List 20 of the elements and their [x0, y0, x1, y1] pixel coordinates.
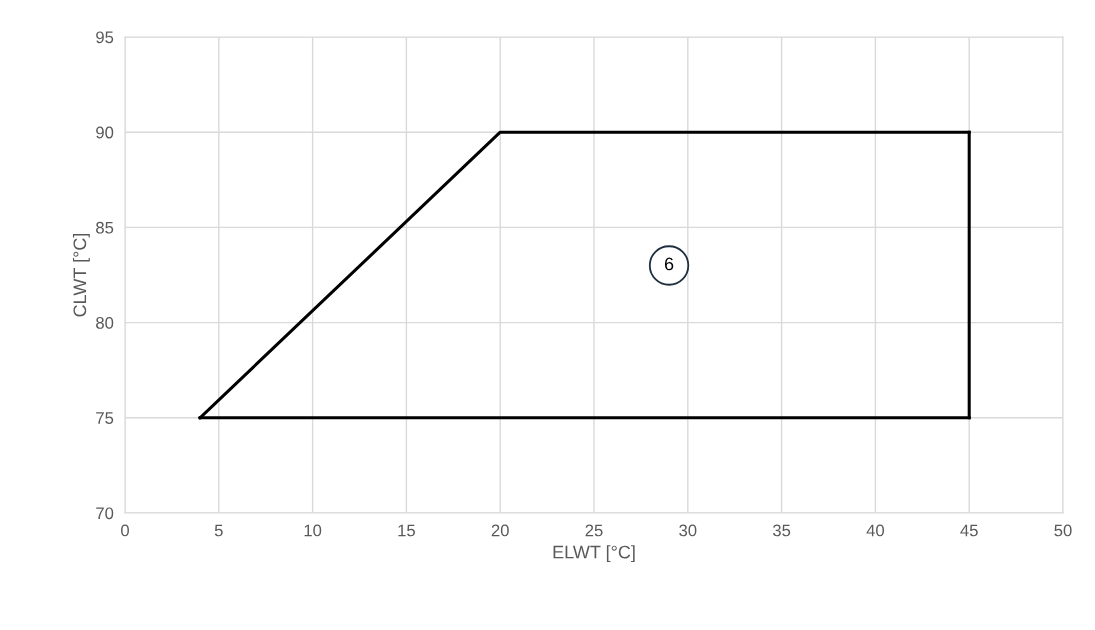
x-tick-label: 30 — [679, 524, 697, 537]
y-tick-label: 90 — [96, 126, 114, 139]
x-tick-label: 35 — [772, 524, 791, 537]
y-tick-label: 80 — [96, 317, 114, 329]
y-tick-label: 75 — [96, 412, 114, 424]
y-tick-label: 95 — [96, 31, 114, 44]
y-tick-label: 85 — [96, 221, 114, 234]
y-tick-label: 70 — [96, 507, 114, 520]
x-tick-label: 40 — [866, 524, 885, 537]
x-axis-title: ELWT [°C] — [553, 545, 635, 563]
x-tick-label: 10 — [304, 524, 322, 537]
x-tick-label: 50 — [1054, 524, 1072, 537]
annotation: 6 — [664, 257, 674, 271]
x-tick-label: 15 — [398, 524, 415, 537]
x-tick-label: 5 — [214, 524, 223, 537]
y-axis-title: CLWT [°C] — [72, 233, 90, 317]
x-tick-label: 45 — [960, 524, 978, 537]
x-tick-label: 25 — [585, 524, 603, 537]
x-tick-label: 0 — [121, 524, 129, 537]
x-tick-label: 20 — [491, 524, 509, 537]
